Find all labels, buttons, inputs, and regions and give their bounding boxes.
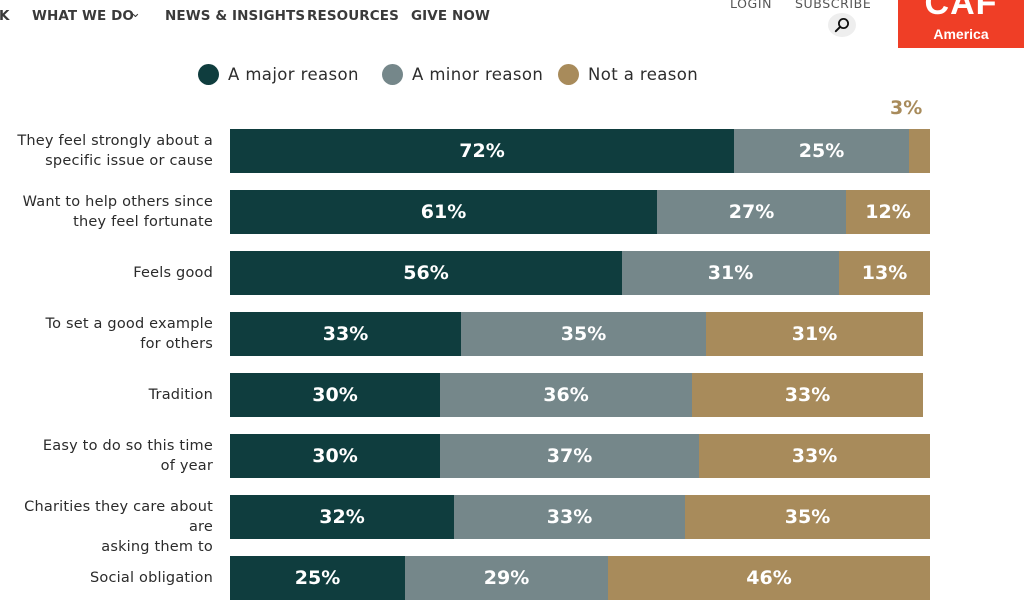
bar-segment-minor	[405, 556, 608, 600]
bar-segment-major	[230, 373, 440, 417]
bar-segment-minor	[657, 190, 846, 234]
bar-segment-not	[839, 251, 930, 295]
row-label-line: To set a good example	[45, 316, 213, 332]
bar-segment-minor	[454, 495, 685, 539]
data-label: 25%	[294, 567, 341, 589]
nav-item-what-we-do[interactable]: WHAT WE DO	[32, 8, 134, 24]
row-label: To set a good example for others	[0, 314, 213, 354]
data-label: 33%	[784, 384, 831, 406]
data-label: 30%	[312, 445, 358, 467]
search-icon	[834, 18, 849, 33]
row-label-line: Easy to do so this time	[42, 438, 213, 454]
row-label-line: specific issue or cause	[45, 153, 213, 169]
bar-segment-major	[230, 251, 622, 295]
data-label: 56%	[403, 262, 449, 284]
legend-item-not: Not a reason	[558, 64, 698, 85]
data-label: 27%	[728, 201, 775, 223]
row-label-line: They feel strongly about a	[17, 133, 213, 149]
row-label: Social obligation	[0, 568, 213, 588]
legend-swatch-major	[198, 64, 219, 85]
data-label: 29%	[483, 567, 530, 589]
row-label: Feels good	[0, 263, 213, 283]
bar-segment-major	[230, 556, 405, 600]
nav-item-give-now[interactable]: GIVE NOW	[411, 8, 490, 24]
row-label-line: asking them to	[101, 539, 213, 555]
data-label: 72%	[459, 140, 505, 162]
row-label: Want to help others since they feel fortu…	[0, 192, 213, 232]
legend-label-major: A major reason	[228, 65, 359, 84]
chevron-down-icon[interactable]: ⌄	[130, 6, 141, 21]
bar-segment-not	[706, 312, 923, 356]
legend-label-not: Not a reason	[588, 65, 699, 84]
search-button[interactable]	[828, 13, 856, 37]
data-label: 35%	[784, 506, 831, 528]
data-label: 37%	[546, 445, 593, 467]
legend-swatch-not	[558, 64, 579, 85]
legend-label-minor: A minor reason	[412, 65, 544, 84]
row-label: Charities they care about are asking them…	[0, 497, 213, 557]
login-link[interactable]: LOGIN	[730, 0, 773, 11]
bar-segment-not	[608, 556, 930, 600]
data-label: 33%	[322, 323, 369, 345]
top-navigation: K WHAT WE DO ⌄ NEWS & INSIGHTS RESOURCES…	[0, 0, 1024, 48]
row-label-line: they feel fortunate	[73, 214, 213, 230]
data-label: 30%	[312, 384, 358, 406]
chart-legend: A major reason A minor reason Not a reas…	[0, 64, 1024, 92]
data-label: 33%	[546, 506, 593, 528]
row-label-line: of year	[160, 458, 213, 474]
bar-segment-minor	[440, 373, 692, 417]
data-label: 33%	[791, 445, 838, 467]
legend-swatch-minor	[382, 64, 403, 85]
subscribe-link[interactable]: SUBSCRIBE	[795, 0, 872, 11]
bar-segment-not	[909, 129, 930, 173]
bar-segment-not	[699, 434, 930, 478]
bar-segment-major	[230, 190, 657, 234]
row-label: Easy to do so this time of year	[0, 436, 213, 476]
data-label: 46%	[746, 567, 792, 589]
legend-item-minor: A minor reason	[382, 64, 543, 85]
logo-subtitle: America	[933, 26, 989, 42]
data-label: 32%	[319, 506, 365, 528]
bar-segment-not	[685, 495, 930, 539]
row-label-line: Tradition	[148, 387, 213, 403]
data-label: 61%	[420, 201, 467, 223]
data-label: 25%	[798, 140, 845, 162]
data-label: 31%	[707, 262, 754, 284]
row-label: They feel strongly about a specific issue…	[0, 131, 213, 171]
bar-segment-minor	[622, 251, 839, 295]
data-label: 35%	[560, 323, 607, 345]
legend-item-major: A major reason	[198, 64, 359, 85]
nav-item-news-insights[interactable]: NEWS & INSIGHTS	[165, 8, 306, 24]
bar-segment-not	[692, 373, 923, 417]
bar-segment-major	[230, 129, 734, 173]
row-label-line: Want to help others since	[22, 194, 213, 210]
data-label-outside: 3%	[890, 97, 923, 119]
data-label: 12%	[865, 201, 911, 223]
row-label-line: Social obligation	[90, 570, 213, 586]
bar-segment-minor	[440, 434, 699, 478]
row-label-line: for others	[140, 336, 213, 352]
nav-item-truncated[interactable]: K	[0, 8, 10, 24]
bar-segment-minor	[734, 129, 909, 173]
bar-segment-major	[230, 434, 440, 478]
bar-segment-major	[230, 495, 454, 539]
row-label-line: Feels good	[133, 265, 213, 281]
bar-segment-minor	[461, 312, 706, 356]
data-label: 13%	[861, 262, 908, 284]
nav-item-resources[interactable]: RESOURCES	[307, 8, 399, 24]
bar-segment-not	[846, 190, 930, 234]
row-label-line: Charities they care about are	[24, 499, 213, 535]
logo-wordmark: CAF	[924, 0, 998, 22]
caf-america-logo[interactable]: CAF America	[898, 0, 1024, 48]
data-label: 36%	[543, 384, 589, 406]
data-label: 31%	[791, 323, 838, 345]
bar-segment-major	[230, 312, 461, 356]
row-label: Tradition	[0, 385, 213, 405]
